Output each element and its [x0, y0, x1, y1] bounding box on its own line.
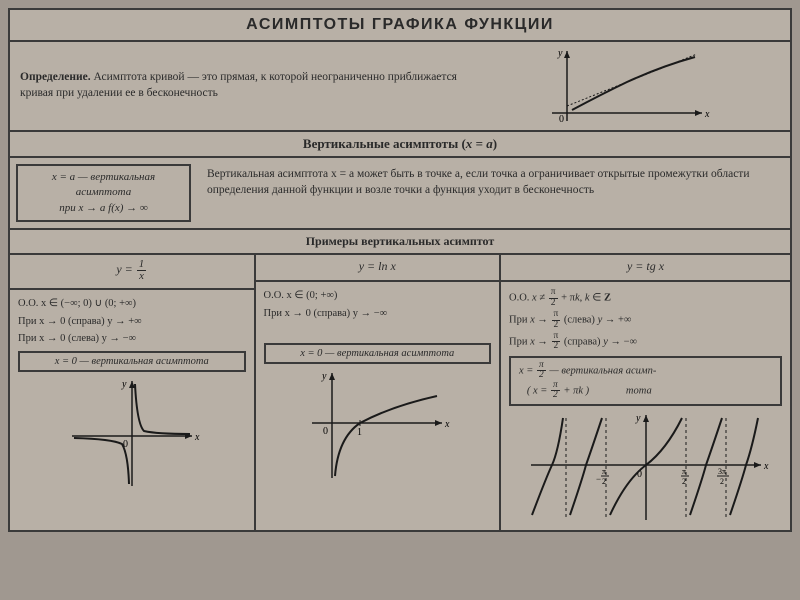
example-col-ln: y = ln x О.О. x ∈ (0; +∞) При x → 0 (спр… — [256, 255, 502, 530]
domain-text: О.О. x ≠ π2 + πk, k ∈ Z — [509, 288, 782, 308]
limit-line: При x → 0 (справа) y → −∞ — [264, 306, 492, 322]
definition-row: Определение. Асимптота кривой — это прям… — [10, 42, 790, 132]
graph-ln: x y 0 1 — [264, 368, 492, 483]
asymptote-sketch-icon: x y 0 — [532, 46, 712, 126]
svg-text:x: x — [194, 432, 200, 443]
spacer — [264, 324, 492, 340]
example-col-hyperbola: y = 1x О.О. x ∈ (−∞; 0) ∪ (0; +∞) При x … — [10, 255, 256, 530]
svg-text:x: x — [444, 419, 450, 430]
examples-row: y = 1x О.О. x ∈ (−∞; 0) ∪ (0; +∞) При x … — [10, 255, 790, 530]
example-func: y = 1x — [10, 255, 254, 290]
example-func: y = tg x — [501, 255, 790, 282]
limit-line: При x → 0 (справа) y → +∞ — [18, 314, 246, 330]
svg-text:y: y — [121, 379, 127, 390]
graph-tg: x y 0 − π2 π2 3π2 — [509, 410, 782, 525]
svg-text:y: y — [321, 371, 327, 382]
example-func: y = ln x — [256, 255, 500, 282]
svg-text:2: 2 — [602, 477, 606, 486]
definition-text: Определение. Асимптота кривой — это прям… — [20, 70, 463, 101]
limit-line: При x → π2 (слева) y → +∞ — [509, 310, 782, 330]
asymptote-box: x = 0 — вертикальная асимптота — [264, 343, 492, 364]
vertical-heading: Вертикальные асимптоты (x = a) — [10, 132, 790, 158]
example-col-tg: y = tg x О.О. x ≠ π2 + πk, k ∈ Z При x →… — [501, 255, 790, 530]
svg-text:0: 0 — [323, 426, 328, 437]
svg-text:x: x — [763, 461, 769, 472]
definition-graph: x y 0 — [463, 46, 780, 126]
examples-heading: Примеры вертикальных асимптот — [10, 230, 790, 255]
ln-icon: x y 0 1 — [302, 368, 452, 483]
svg-text:3π: 3π — [718, 467, 726, 476]
asymptote-box: x = π2 — вертикальная асимп- ( x = π2 + … — [509, 356, 782, 406]
svg-text:−: − — [596, 474, 601, 484]
svg-text:y: y — [557, 48, 563, 59]
va-box-line1: x = a — вертикальная асимптота — [26, 170, 181, 201]
svg-text:2: 2 — [720, 477, 724, 486]
tan-icon: x y 0 − π2 π2 3π2 — [526, 410, 766, 525]
page-title: АСИМПТОТЫ ГРАФИКА ФУНКЦИИ — [10, 10, 790, 42]
va-box-line2: при x → a f(x) → ∞ — [26, 201, 181, 216]
svg-text:π: π — [682, 467, 686, 476]
vertical-box: x = a — вертикальная асимптота при x → a… — [16, 164, 191, 222]
svg-text:1: 1 — [357, 427, 362, 438]
domain-text: О.О. x ∈ (0; +∞) — [264, 288, 492, 304]
domain-text: О.О. x ∈ (−∞; 0) ∪ (0; +∞) — [18, 296, 246, 312]
svg-text:0: 0 — [559, 114, 564, 125]
asymptote-box: x = 0 — вертикальная асимптота — [18, 351, 246, 372]
page: АСИМПТОТЫ ГРАФИКА ФУНКЦИИ Определение. А… — [8, 8, 792, 532]
svg-text:2: 2 — [682, 477, 686, 486]
definition-label: Определение. — [20, 71, 91, 83]
svg-text:π: π — [602, 467, 606, 476]
hyperbola-icon: x y 0 — [62, 376, 202, 491]
limit-line: При x → π2 (справа) y → −∞ — [509, 332, 782, 352]
svg-text:y: y — [635, 413, 641, 424]
vertical-row: x = a — вертикальная асимптота при x → a… — [10, 158, 790, 230]
graph-hyperbola: x y 0 — [18, 376, 246, 491]
limit-line: При x → 0 (слева) y → −∞ — [18, 331, 246, 347]
svg-text:x: x — [704, 109, 710, 120]
vertical-desc: Вертикальная асимптота x = a может быть … — [197, 158, 790, 228]
vertical-box-wrap: x = a — вертикальная асимптота при x → a… — [10, 158, 197, 228]
